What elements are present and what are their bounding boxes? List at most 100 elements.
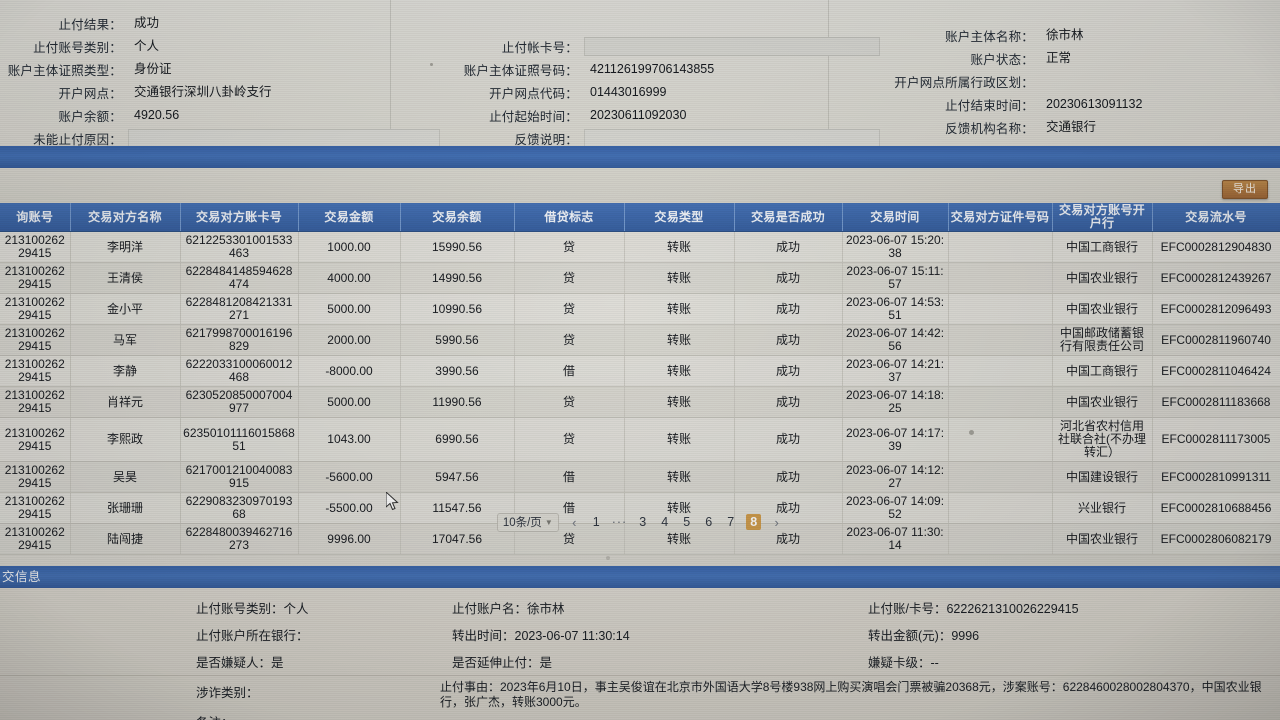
page-button-3[interactable]: 3	[639, 515, 647, 529]
field-row: 开户网点代码： 01443016999	[440, 81, 880, 104]
bottom-section-title: 交信息	[0, 566, 1280, 588]
cell-txn-type: 转账	[624, 386, 735, 418]
page-button-8-active[interactable]: 8	[746, 514, 762, 530]
field-value: 个人	[134, 39, 160, 53]
export-button[interactable]: 导出	[1222, 180, 1268, 199]
cell-txn-type: 转账	[624, 492, 735, 524]
table-row[interactable]: 213100262 29415 吴昊 6217001210040083915 -560…	[0, 461, 1280, 493]
cell-counterparty-id	[948, 262, 1053, 294]
fraud-category-label: 涉诈类别：	[196, 686, 259, 700]
field-row: 账户余额： 4920.56	[0, 104, 440, 127]
col-header-counterparty-bank[interactable]: 交易对方账号开户行	[1052, 203, 1153, 232]
col-header-counterparty-name[interactable]: 交易对方名称	[70, 203, 181, 232]
field-row: 止付起始时间： 20230611092030	[440, 104, 880, 127]
cell-counterparty-card: 6228484148594628474	[180, 262, 299, 294]
table-row[interactable]: 213100262 29415 肖祥元 6230520850007004977 500…	[0, 386, 1280, 418]
cell-amount: -5600.00	[298, 461, 401, 493]
page-button-6[interactable]: 6	[705, 515, 713, 529]
cell-txn-type: 转账	[624, 355, 735, 387]
field-value-input[interactable]	[584, 37, 880, 56]
bottom-field-account-card: 止付账/卡号：6222621310026229415	[868, 602, 1079, 616]
field-value: 成功	[134, 16, 160, 30]
cell-serial: EFC0002810991311	[1152, 461, 1280, 493]
cell-counterparty-name: 金小平	[70, 293, 181, 325]
field-label: 开户网点：	[58, 87, 122, 101]
table-row[interactable]: 213100262 29415 李明洋 6212253301001533463 100…	[0, 231, 1280, 263]
page-button-1[interactable]: 1	[592, 515, 600, 529]
field-label: 止付账号类别：	[33, 41, 122, 55]
cell-query-account: 213100262 29415	[0, 461, 71, 493]
cell-query-account: 213100262 29415	[0, 262, 71, 294]
next-page-button[interactable]: ›	[774, 514, 779, 530]
cell-query-account: 213100262 29415	[0, 417, 71, 462]
cell-amount: -8000.00	[298, 355, 401, 387]
bottom-field-transfer-amount: 转出金额(元)：9996	[868, 629, 980, 643]
table-row[interactable]: 213100262 29415 张珊珊 622908323097019368 -550…	[0, 492, 1280, 524]
field-row: 账户主体名称： 徐市林	[880, 24, 1280, 47]
cell-counterparty-id	[948, 231, 1053, 263]
prev-page-button[interactable]: ‹	[572, 514, 577, 530]
table-row[interactable]: 213100262 29415 金小平 6228481208421331271 500…	[0, 293, 1280, 325]
page-button-7[interactable]: 7	[727, 515, 735, 529]
field-row: 账户主体证照号码： 421126199706143855	[440, 58, 880, 81]
field-value: 正常	[1046, 51, 1072, 65]
section-divider	[0, 146, 1280, 168]
col-header-amount[interactable]: 交易金额	[298, 203, 401, 232]
cell-serial: EFC0002806082179	[1152, 523, 1280, 555]
cell-serial: EFC0002812096493	[1152, 293, 1280, 325]
field-value: 20230613091132	[1046, 97, 1143, 111]
cell-txn-success: 成功	[734, 386, 843, 418]
field-label: 反馈说明：	[514, 133, 578, 147]
cell-query-account: 213100262 29415	[0, 523, 71, 555]
bottom-divider	[0, 675, 1280, 676]
cell-amount: 9996.00	[298, 523, 401, 555]
cell-txn-time: 2023-06-07 15:11:57	[842, 262, 949, 294]
cell-txn-type: 转账	[624, 523, 735, 555]
field-value: 4920.56	[134, 108, 180, 122]
cell-counterparty-bank: 中国工商银行	[1052, 231, 1153, 263]
form-column-left: 止付结果： 成功 止付账号类别： 个人 账户主体证照类型： 身份证 开户网点： …	[0, 0, 440, 148]
cell-counterparty-bank: 中国邮政储蓄银行有限责任公司	[1052, 324, 1153, 356]
cell-counterparty-card: 6212253301001533463	[180, 231, 299, 263]
cell-txn-time: 2023-06-07 14:09:52	[842, 492, 949, 524]
page-button-4[interactable]: 4	[661, 515, 669, 529]
cell-txn-success: 成功	[734, 461, 843, 493]
cell-balance: 14990.56	[400, 262, 515, 294]
col-header-query-account[interactable]: 询账号	[0, 203, 71, 232]
col-header-debit-credit[interactable]: 借贷标志	[514, 203, 625, 232]
cell-counterparty-name: 肖祥元	[70, 386, 181, 418]
cell-counterparty-id	[948, 386, 1053, 418]
cell-counterparty-name: 李熙政	[70, 417, 181, 462]
table-row[interactable]: 213100262 29415 李熙政 6235010111601586851 104…	[0, 417, 1280, 462]
field-label: 开户网点代码：	[489, 87, 578, 101]
cell-txn-time: 2023-06-07 11:30:14	[842, 523, 949, 555]
table-row[interactable]: 213100262 29415 李静 6222033100060012468 -800…	[0, 355, 1280, 387]
col-header-txn-success[interactable]: 交易是否成功	[734, 203, 843, 232]
page-size-select[interactable]: 10条/页 ▼	[496, 512, 559, 532]
table-body: 213100262 29415 李明洋 6212253301001533463 100…	[0, 231, 1280, 555]
cell-counterparty-card: 622908323097019368	[180, 492, 299, 524]
cell-counterparty-name: 王清侯	[70, 262, 181, 294]
cell-counterparty-bank: 河北省农村信用社联合社(不办理转汇）	[1052, 417, 1153, 462]
cell-serial: EFC0002811046424	[1152, 355, 1280, 387]
table-row[interactable]: 213100262 29415 王清侯 6228484148594628474 400…	[0, 262, 1280, 294]
cell-amount: 5000.00	[298, 293, 401, 325]
cell-counterparty-bank: 中国农业银行	[1052, 262, 1153, 294]
field-value: 身份证	[134, 62, 172, 76]
field-label: 账户余额：	[58, 110, 122, 124]
col-header-txn-type[interactable]: 交易类型	[624, 203, 735, 232]
col-header-balance[interactable]: 交易余额	[400, 203, 515, 232]
col-header-txn-time[interactable]: 交易时间	[842, 203, 949, 232]
cell-counterparty-bank: 中国工商银行	[1052, 355, 1153, 387]
bottom-field-extended-stop: 是否延伸止付：是	[452, 656, 553, 670]
col-header-serial[interactable]: 交易流水号	[1152, 203, 1280, 232]
remark-label: 备注：	[196, 712, 234, 720]
cell-amount: 2000.00	[298, 324, 401, 356]
col-header-counterparty-card[interactable]: 交易对方账卡号	[180, 203, 299, 232]
transaction-table-wrapper: 询账号 交易对方名称 交易对方账卡号 交易金额 交易余额 借贷标志 交易类型 交…	[0, 203, 1280, 555]
cell-txn-success: 成功	[734, 262, 843, 294]
table-row[interactable]: 213100262 29415 马军 6217998700016196829 2000…	[0, 324, 1280, 356]
col-header-counterparty-id[interactable]: 交易对方证件号码	[948, 203, 1053, 232]
page-button-5[interactable]: 5	[683, 515, 691, 529]
cell-query-account: 213100262 29415	[0, 324, 71, 356]
